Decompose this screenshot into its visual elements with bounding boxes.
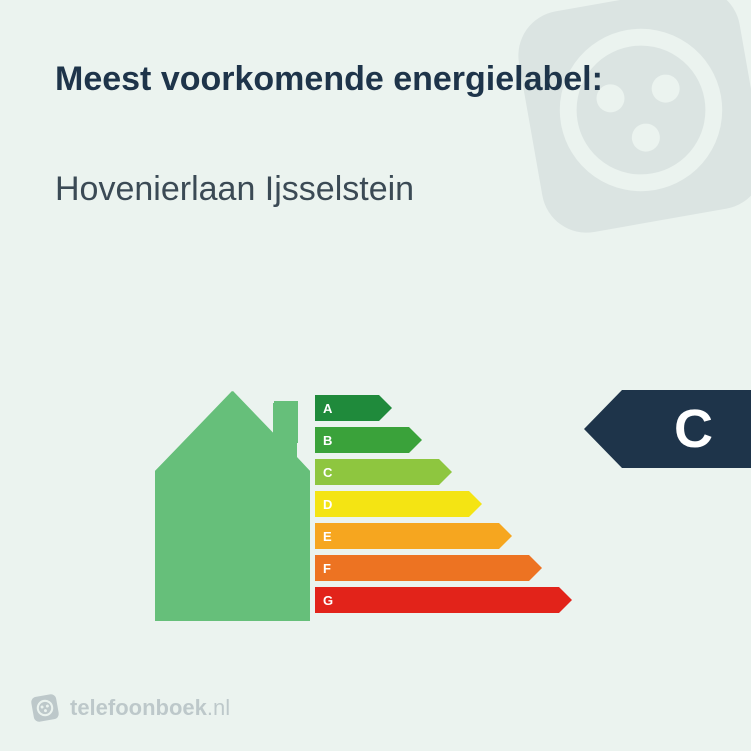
house-shape-icon [155, 391, 310, 621]
energy-bars-container: A B C D E F G [315, 395, 559, 619]
energy-bar-b: B [315, 427, 409, 453]
energy-bar-label: G [323, 593, 333, 608]
selected-energy-label: C [622, 390, 751, 468]
footer-logo-icon [28, 691, 63, 726]
energy-bar-a: A [315, 395, 379, 421]
energy-bar-g: G [315, 587, 559, 613]
page-title: Meest voorkomende energielabel: [55, 60, 603, 99]
location-subtitle: Hovenierlaan Ijsselstein [55, 170, 414, 209]
energy-bar-label: D [323, 497, 332, 512]
footer-brand-bold: telefoonboek [70, 695, 207, 720]
energy-bar-f: F [315, 555, 529, 581]
energy-bar-e: E [315, 523, 499, 549]
energy-bar-label: F [323, 561, 331, 576]
energy-label-chart: A B C D E F G [155, 375, 595, 635]
footer-brand-light: .nl [207, 695, 230, 720]
selected-energy-label-text: C [674, 398, 713, 460]
energy-bar-d: D [315, 491, 469, 517]
watermark-logo-icon [479, 0, 751, 272]
footer-brand: telefoonboek.nl [30, 693, 230, 723]
energy-bar-label: C [323, 465, 332, 480]
energy-bar-label: A [323, 401, 332, 416]
energy-bar-label: E [323, 529, 332, 544]
energy-bar-label: B [323, 433, 332, 448]
energy-bar-c: C [315, 459, 439, 485]
footer-brand-text: telefoonboek.nl [70, 695, 230, 721]
